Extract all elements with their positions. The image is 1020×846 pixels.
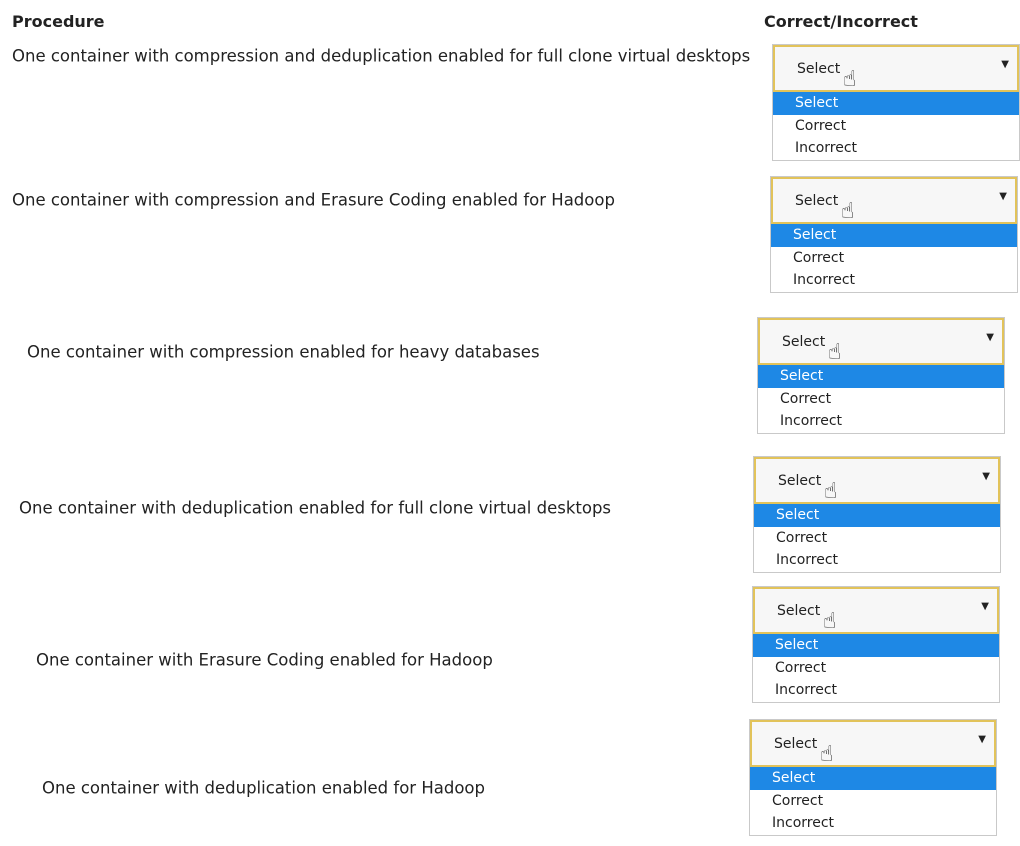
dropdown-option-incorrect[interactable]: Incorrect: [780, 413, 843, 429]
selected-value: Select: [774, 736, 818, 752]
dropdown-option-incorrect[interactable]: Incorrect: [793, 272, 856, 288]
dropdown-option-correct[interactable]: Correct: [772, 792, 824, 809]
answer-dropdown[interactable]: Select ▼ ☝ Select Correct Incorrect: [753, 456, 1001, 573]
dropdown-arrow-icon[interactable]: ▼: [981, 601, 989, 612]
dropdown-arrow-icon[interactable]: ▼: [1001, 59, 1009, 70]
dropdown-option-incorrect[interactable]: Incorrect: [775, 682, 838, 698]
dropdown-select[interactable]: Select ▼ ☝: [771, 177, 1017, 224]
hand-cursor-icon: ☝: [828, 340, 842, 365]
dropdown-select[interactable]: Select ▼ ☝: [773, 45, 1019, 92]
dropdown-select[interactable]: Select ▼ ☝: [753, 587, 999, 634]
dropdown-arrow-icon[interactable]: ▼: [978, 734, 986, 745]
dropdown-option-incorrect[interactable]: Incorrect: [772, 815, 835, 831]
dropdown-arrow-icon[interactable]: ▼: [999, 191, 1007, 202]
dropdown-option-select[interactable]: Select: [750, 767, 996, 790]
hand-cursor-icon: ☝: [823, 609, 837, 634]
procedure-label: One container with deduplication enabled…: [42, 778, 485, 798]
dropdown-option-correct[interactable]: Correct: [780, 390, 832, 407]
dropdown-option-correct[interactable]: Correct: [795, 117, 847, 134]
procedure-label: One container with compression enabled f…: [27, 342, 540, 362]
procedure-header: Procedure: [12, 12, 105, 31]
hand-cursor-icon: ☝: [820, 742, 834, 767]
dropdown-option-incorrect[interactable]: Incorrect: [776, 552, 839, 568]
hand-cursor-icon: ☝: [824, 479, 838, 504]
selected-value: Select: [777, 603, 821, 619]
dropdown-select[interactable]: Select ▼ ☝: [758, 318, 1004, 365]
dropdown-option-incorrect[interactable]: Incorrect: [795, 140, 858, 156]
answer-dropdown[interactable]: Select ▼ ☝ Select Correct Incorrect: [772, 44, 1020, 161]
selected-value: Select: [797, 61, 841, 77]
selected-value: Select: [778, 473, 822, 489]
dropdown-option-correct[interactable]: Correct: [775, 659, 827, 676]
dropdown-select[interactable]: Select ▼ ☝: [750, 720, 996, 767]
answer-dropdown[interactable]: Select ▼ ☝ Select Correct Incorrect: [770, 176, 1018, 293]
answer-header: Correct/Incorrect: [764, 12, 918, 31]
selected-value: Select: [795, 193, 839, 209]
answer-dropdown[interactable]: Select ▼ ☝ Select Correct Incorrect: [757, 317, 1005, 434]
dropdown-option-select[interactable]: Select: [771, 224, 1017, 247]
answer-dropdown[interactable]: Select ▼ ☝ Select Correct Incorrect: [749, 719, 997, 836]
selected-value: Select: [782, 334, 826, 350]
hand-cursor-icon: ☝: [843, 67, 857, 92]
dropdown-option-select[interactable]: Select: [754, 504, 1000, 527]
dropdown-option-correct[interactable]: Correct: [776, 529, 828, 546]
procedure-label: One container with compression and dedup…: [12, 46, 751, 66]
dropdown-option-select[interactable]: Select: [773, 92, 1019, 115]
dropdown-option-correct[interactable]: Correct: [793, 249, 845, 266]
dropdown-arrow-icon[interactable]: ▼: [986, 332, 994, 343]
procedure-label: One container with Erasure Coding enable…: [36, 650, 493, 670]
hand-cursor-icon: ☝: [841, 199, 855, 224]
answer-dropdown[interactable]: Select ▼ ☝ Select Correct Incorrect: [752, 586, 1000, 703]
dropdown-arrow-icon[interactable]: ▼: [982, 471, 990, 482]
dropdown-option-select[interactable]: Select: [758, 365, 1004, 388]
dropdown-select[interactable]: Select ▼ ☝: [754, 457, 1000, 504]
procedure-label: One container with deduplication enabled…: [19, 498, 612, 518]
procedure-label: One container with compression and Erasu…: [12, 190, 615, 210]
dropdown-option-select[interactable]: Select: [753, 634, 999, 657]
